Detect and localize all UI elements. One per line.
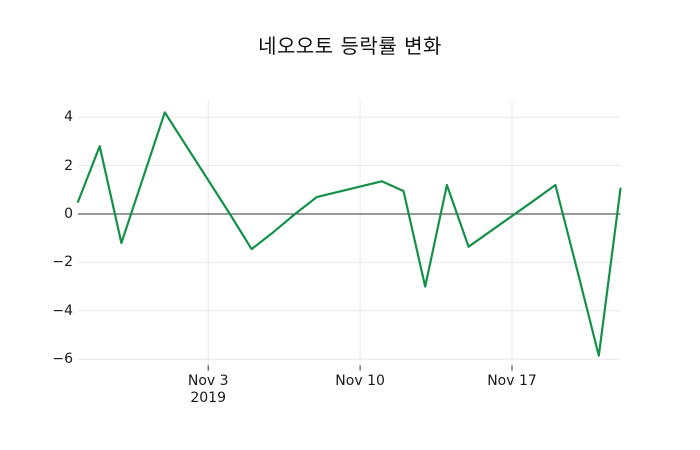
x-tick-label: Nov 17 [487, 373, 537, 390]
y-tick-label: 4 [64, 109, 73, 126]
series-line [76, 111, 622, 357]
y-tick-label: 0 [64, 206, 73, 222]
x-axis-year-label: 2019 [190, 390, 226, 407]
x-tick-label: Nov 10 [335, 373, 385, 390]
y-tick-label: 2 [64, 157, 73, 174]
chart-title: 네오오토 등락률 변화 [258, 34, 442, 58]
y-tick-label: −2 [52, 254, 73, 271]
y-tick-label: −6 [52, 351, 73, 368]
x-tick-label: Nov 3 [187, 373, 229, 390]
y-tick-label: −4 [52, 302, 73, 319]
